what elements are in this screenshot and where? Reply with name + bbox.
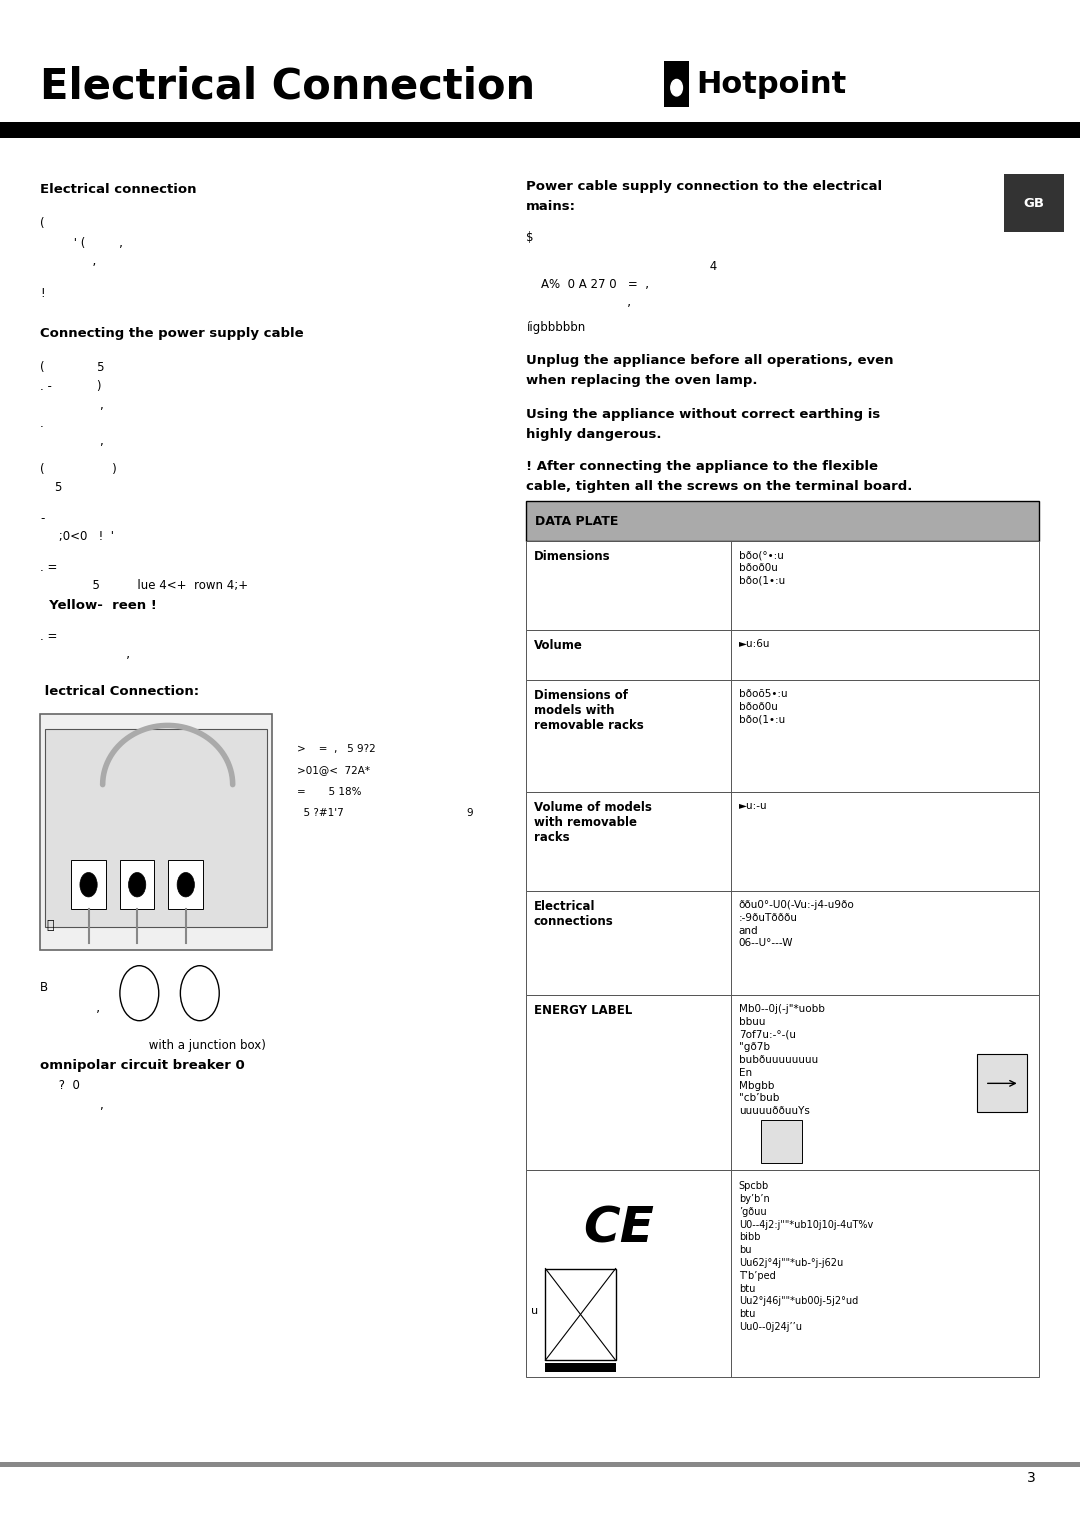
Text: 3: 3 — [1027, 1471, 1036, 1485]
Bar — [0, 1462, 1080, 1467]
Text: cable, tighten all the screws on the terminal board.: cable, tighten all the screws on the ter… — [526, 480, 913, 494]
Bar — [526, 680, 1039, 792]
Text: Power cable supply connection to the electrical: Power cable supply connection to the ele… — [526, 180, 882, 194]
Text: u: u — [531, 1306, 539, 1316]
Text: Dimensions: Dimensions — [534, 550, 610, 564]
Text: ,: , — [40, 1099, 104, 1112]
Bar — [526, 891, 1039, 995]
Text: $: $ — [526, 231, 534, 244]
Text: DATA PLATE: DATA PLATE — [535, 515, 618, 527]
Text: ' (         ,: ' ( , — [40, 237, 123, 251]
Text: bðoõ5•:u
bðoð0u
bðo(1•:u: bðoõ5•:u bðoð0u bðo(1•:u — [739, 689, 787, 724]
Text: with a junction box): with a junction box) — [40, 1039, 266, 1053]
Bar — [168, 860, 203, 909]
Bar — [526, 1170, 1039, 1377]
Circle shape — [120, 966, 159, 1021]
Text: when replacing the oven lamp.: when replacing the oven lamp. — [526, 374, 757, 388]
Text: ►u:-u: ►u:-u — [739, 801, 768, 811]
Text: ;0<0   !  ': ;0<0 ! ' — [40, 530, 114, 544]
Text: (: ( — [40, 217, 44, 231]
Bar — [71, 860, 106, 909]
Text: bðo(°•:u
bðoð0u
bðo(1•:u: bðo(°•:u bðoð0u bðo(1•:u — [739, 550, 785, 585]
Text: . -            ): . - ) — [40, 380, 102, 394]
Bar — [977, 1054, 1027, 1112]
Text: mains:: mains: — [526, 200, 576, 214]
Circle shape — [129, 872, 146, 897]
Circle shape — [80, 872, 97, 897]
Text: -: - — [40, 512, 44, 526]
Bar — [545, 1363, 616, 1372]
Text: >    =  ,   5 9?2: > = , 5 9?2 — [297, 744, 376, 755]
Circle shape — [180, 966, 219, 1021]
Text: CE: CE — [583, 1204, 653, 1253]
Text: ,: , — [40, 648, 130, 662]
Text: 5: 5 — [40, 481, 63, 495]
Bar — [545, 1268, 616, 1360]
Text: ?  0: ? 0 — [40, 1079, 80, 1093]
Text: Connecting the power supply cable: Connecting the power supply cable — [40, 327, 303, 341]
Bar — [526, 501, 1039, 541]
Text: Volume: Volume — [534, 639, 582, 652]
Bar — [45, 729, 267, 927]
Text: ⏚: ⏚ — [46, 918, 54, 932]
Text: Yellow-  reen !: Yellow- reen ! — [40, 599, 157, 613]
Text: Electrical connection: Electrical connection — [40, 183, 197, 197]
Text: 9: 9 — [467, 808, 473, 819]
Text: !: ! — [40, 287, 44, 301]
Text: ,: , — [40, 435, 104, 449]
Bar — [526, 630, 1039, 680]
Text: ,: , — [40, 1002, 100, 1016]
Text: . =: . = — [40, 561, 57, 575]
Text: Volume of models
with removable
racks: Volume of models with removable racks — [534, 801, 651, 843]
Text: Spcbb
by’b’n
’gðuu
U0--4j2:j""*ub10j10j-4uT%v
bibb
bu
Uu62j°4j""*ub-°j-j62u
T’b’: Spcbb by’b’n ’gðuu U0--4j2:j""*ub10j10j-… — [739, 1181, 873, 1332]
Text: ,: , — [40, 399, 104, 413]
Text: Electrical Connection: Electrical Connection — [40, 66, 535, 107]
Circle shape — [671, 79, 683, 96]
Bar — [526, 792, 1039, 891]
Text: (                  ): ( ) — [40, 463, 117, 477]
Text: ,: , — [526, 296, 631, 310]
Text: . =: . = — [40, 630, 57, 643]
Text: >01@<  72A*: >01@< 72A* — [297, 766, 370, 776]
Text: ►u:6u: ►u:6u — [739, 639, 770, 649]
Text: íigbbbbbn: íigbbbbbn — [526, 321, 585, 335]
Text: 5 ?#1'7: 5 ?#1'7 — [297, 808, 343, 819]
Text: Electrical
connections: Electrical connections — [534, 900, 613, 927]
Circle shape — [177, 872, 194, 897]
Text: GB: GB — [1024, 197, 1044, 209]
Bar — [526, 541, 1039, 630]
Text: (              5: ( 5 — [40, 361, 105, 374]
Bar — [526, 995, 1039, 1170]
Text: 4: 4 — [526, 260, 717, 274]
Text: ,: , — [40, 255, 96, 269]
Text: highly dangerous.: highly dangerous. — [526, 428, 661, 442]
Text: =       5 18%: = 5 18% — [297, 787, 362, 798]
Text: .: . — [40, 417, 43, 431]
Text: Mb0--0j(-j"*uobb
bbuu
7of7u:-°-(u
"gð7b
bubðuuuuuuuu
En
Mbgbb
"cb’bub
uuuuuððuuY: Mb0--0j(-j"*uobb bbuu 7of7u:-°-(u "gð7b … — [739, 1004, 825, 1117]
Text: B: B — [40, 981, 49, 995]
Text: Hotpoint: Hotpoint — [697, 70, 847, 98]
Bar — [1004, 174, 1064, 232]
Bar — [120, 860, 154, 909]
Text: Dimensions of
models with
removable racks: Dimensions of models with removable rack… — [534, 689, 644, 732]
Text: Unplug the appliance before all operations, even: Unplug the appliance before all operatio… — [526, 354, 893, 368]
Text: ENERGY LABEL: ENERGY LABEL — [534, 1004, 632, 1018]
Text: A%  0 A 27 0   =  ,: A% 0 A 27 0 = , — [526, 278, 649, 292]
Text: omnipolar circuit breaker 0: omnipolar circuit breaker 0 — [40, 1059, 245, 1073]
Bar — [664, 61, 689, 107]
Text: 5          lue 4<+  rown 4;+: 5 lue 4<+ rown 4;+ — [40, 579, 248, 593]
Bar — [40, 714, 272, 950]
Text: Using the appliance without correct earthing is: Using the appliance without correct eart… — [526, 408, 880, 422]
Text: ! After connecting the appliance to the flexible: ! After connecting the appliance to the … — [526, 460, 878, 474]
Bar — [0, 122, 1080, 138]
Text: ððu0°-U0(-Vu:-j4-u9ðo
:-9ðuTðððu
and
06--U°---W: ððu0°-U0(-Vu:-j4-u9ðo :-9ðuTðððu and 06-… — [739, 900, 854, 949]
Bar — [760, 1120, 801, 1163]
Text: lectrical Connection:: lectrical Connection: — [40, 685, 199, 698]
